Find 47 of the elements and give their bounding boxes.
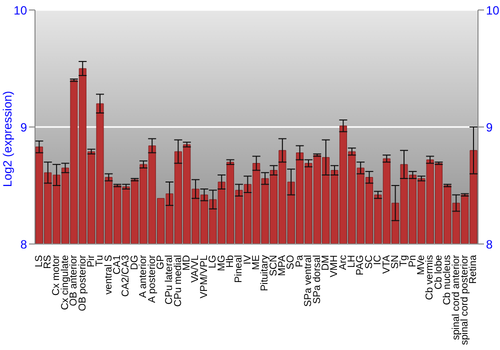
x-tick-label: Pa	[294, 254, 306, 268]
x-tick-label: ME	[251, 254, 262, 270]
x-tick-label: Pir	[86, 254, 97, 268]
x-tick-label: Tu	[94, 255, 106, 266]
y2-tick-label: 8	[486, 237, 493, 252]
y-axis-title: Log2 (expression)	[0, 90, 14, 187]
x-tick-label: Pn	[407, 255, 418, 268]
x-tick-label: IC	[372, 255, 384, 265]
x-tick-label: SN	[390, 255, 401, 269]
x-tick-label: SC	[364, 255, 375, 269]
y-tick-label: 8	[20, 237, 28, 252]
x-tick-label: Tg	[398, 255, 410, 267]
x-tick-label: OB posterior	[77, 254, 88, 312]
x-tick-label: VMH	[329, 255, 340, 278]
x-tick-label: A posterior	[146, 254, 158, 303]
x-tick-label: RS	[42, 254, 54, 269]
y-tick-label: 9	[20, 120, 28, 134]
x-tick-label: IV	[242, 254, 254, 264]
x-tick-label: spinal cord posterior	[459, 254, 470, 346]
x-tick-label: OB anterior	[68, 254, 80, 306]
x-tick-label: Pineal	[234, 255, 245, 283]
y2-tick-label: 10	[486, 3, 500, 18]
x-tick-label: SCN	[268, 255, 280, 276]
x-tick-label: CA2/CA3	[120, 254, 132, 297]
x-tick-label: LG	[208, 254, 219, 268]
y-tick-label: 10	[14, 3, 28, 18]
x-tick-label: PAG	[355, 254, 366, 276]
x-tick-label: VTA	[381, 254, 392, 274]
x-tick-label: GP	[155, 254, 166, 270]
x-tick-label: DM	[320, 255, 332, 271]
x-tick-label: A anterior	[138, 254, 150, 298]
x-tick-label: LS	[34, 254, 45, 268]
x-tick-label: CPu medial	[172, 255, 184, 307]
x-tick-label: Cx cingulate	[60, 254, 71, 310]
x-tick-label: SO	[286, 254, 297, 270]
x-tick-label: Hb	[224, 254, 236, 268]
x-tick-label: Cb nucleus	[442, 255, 454, 306]
x-tick-label: Pituitary	[260, 255, 271, 292]
x-tick-label: spinal cord anterior	[450, 254, 462, 340]
x-tick-label: Cb lobe	[433, 254, 444, 290]
x-tick-label: DG	[129, 254, 140, 270]
x-tick-label: VPM/VPL	[198, 254, 210, 298]
x-tick-label: Arc	[338, 255, 349, 270]
y2-tick-label: 9	[486, 120, 493, 134]
x-tick-label: SPa dorsal	[312, 255, 323, 304]
x-tick-label: Retina	[468, 254, 480, 284]
x-tick-label: ventral S	[103, 254, 114, 294]
